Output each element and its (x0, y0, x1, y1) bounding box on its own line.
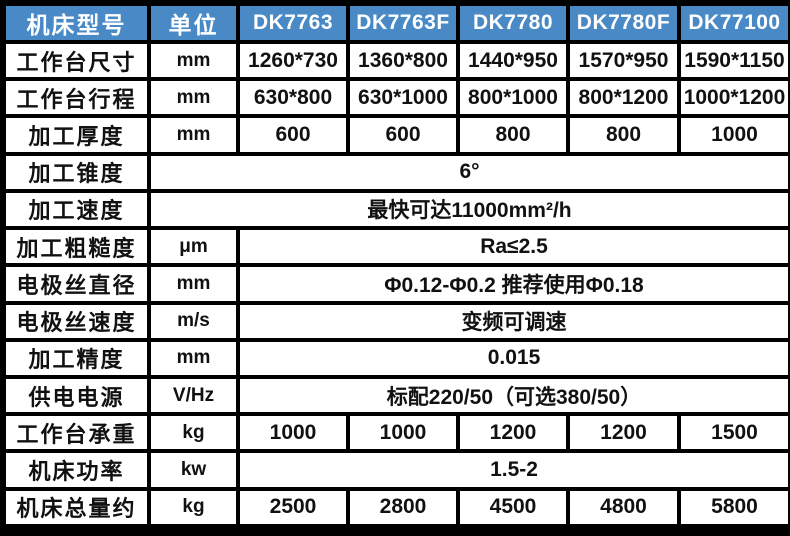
row-unit: mm (147, 39, 240, 82)
table-row: 供电电源 V/Hz 标配220/50（可选380/50） (2, 374, 790, 417)
cell-value: 1000 (236, 412, 350, 454)
cell-merged-value: 0.015 (236, 337, 790, 379)
row-label-wire-diameter: 电极丝直径 (2, 263, 151, 305)
row-label-taper: 加工锥度 (2, 151, 151, 193)
cell-merged-value: 标配220/50（可选380/50） (236, 374, 790, 417)
table-row: 加工锥度 6° (2, 151, 790, 193)
row-label-roughness: 加工粗糙度 (2, 226, 151, 268)
header-machine-model: 机床型号 (2, 2, 151, 44)
row-label-wire-speed: 电极丝速度 (2, 300, 151, 342)
table-row: 工作台行程 mm 630*800 630*1000 800*1000 800*1… (2, 77, 790, 119)
row-unit: V/Hz (147, 374, 240, 417)
cell-value: 800 (456, 114, 570, 156)
cell-value: 800*1000 (456, 77, 570, 119)
table-row: 电极丝速度 m/s 变频可调速 (2, 300, 790, 342)
row-label-load-capacity: 工作台承重 (2, 412, 151, 454)
row-label-cutting-thickness: 加工厚度 (2, 114, 151, 156)
cell-value: 800*1200 (566, 77, 681, 119)
table-row: 电极丝直径 mm Φ0.12-Φ0.2 推荐使用Φ0.18 (2, 263, 790, 305)
row-unit: kg (147, 486, 240, 529)
cell-value: 5800 (677, 486, 790, 529)
row-unit: mm (147, 337, 240, 379)
row-label-power-supply: 供电电源 (2, 374, 151, 417)
cell-merged-value: Φ0.12-Φ0.2 推荐使用Φ0.18 (236, 263, 790, 305)
cell-value: 2800 (346, 486, 460, 529)
row-unit: μm (147, 226, 240, 268)
cell-merged-value: 6° (147, 151, 790, 193)
row-label-worktable-travel: 工作台行程 (2, 77, 151, 119)
table-row: 加工速度 最快可达11000mm²/h (2, 188, 790, 231)
cell-value: 1200 (566, 412, 681, 454)
cell-value: 1570*950 (566, 39, 681, 82)
cell-value: 1360*800 (346, 39, 460, 82)
header-unit: 单位 (147, 2, 240, 44)
cell-value: 1000 (677, 114, 790, 156)
header-model-dk7780f: DK7780F (566, 2, 681, 44)
cell-value: 1590*1150 (677, 39, 790, 82)
cell-value: 1500 (677, 412, 790, 454)
table-row: 加工精度 mm 0.015 (2, 337, 790, 379)
header-model-dk7780: DK7780 (456, 2, 570, 44)
cell-value: 1000*1200 (677, 77, 790, 119)
row-unit: kw (147, 449, 240, 491)
cell-value: 4800 (566, 486, 681, 529)
row-unit: mm (147, 114, 240, 156)
header-model-dk7763f: DK7763F (346, 2, 460, 44)
table-row: 机床功率 kw 1.5-2 (2, 449, 790, 491)
cell-value: 600 (236, 114, 350, 156)
cell-value: 630*1000 (346, 77, 460, 119)
cell-value: 1260*730 (236, 39, 350, 82)
row-label-precision: 加工精度 (2, 337, 151, 379)
table-row: 加工厚度 mm 600 600 800 800 1000 (2, 114, 790, 156)
row-unit: kg (147, 412, 240, 454)
table-row: 工作台尺寸 mm 1260*730 1360*800 1440*950 1570… (2, 39, 790, 82)
cell-value: 2500 (236, 486, 350, 529)
cell-value: 800 (566, 114, 681, 156)
cell-merged-value: 变频可调速 (236, 300, 790, 342)
table-row: 工作台承重 kg 1000 1000 1200 1200 1500 (2, 412, 790, 454)
cell-value: 4500 (456, 486, 570, 529)
row-label-machine-power: 机床功率 (2, 449, 151, 491)
cell-value: 600 (346, 114, 460, 156)
table-row: 机床总量约 kg 2500 2800 4500 4800 5800 (2, 486, 790, 529)
row-unit: mm (147, 263, 240, 305)
table-header-row: 机床型号 单位 DK7763 DK7763F DK7780 DK7780F DK… (2, 2, 790, 44)
header-model-dk77100: DK77100 (677, 2, 790, 44)
cell-value: 630*800 (236, 77, 350, 119)
cell-merged-value: 1.5-2 (236, 449, 790, 491)
cell-merged-value: 最快可达11000mm²/h (147, 188, 790, 231)
cell-merged-value: Ra≤2.5 (236, 226, 790, 268)
row-unit: m/s (147, 300, 240, 342)
row-label-cutting-speed: 加工速度 (2, 188, 151, 231)
cell-value: 1200 (456, 412, 570, 454)
cell-value: 1440*950 (456, 39, 570, 82)
header-model-dk7763: DK7763 (236, 2, 350, 44)
row-label-worktable-size: 工作台尺寸 (2, 39, 151, 82)
table-row: 加工粗糙度 μm Ra≤2.5 (2, 226, 790, 268)
row-label-total-weight: 机床总量约 (2, 486, 151, 529)
row-unit: mm (147, 77, 240, 119)
cell-value: 1000 (346, 412, 460, 454)
